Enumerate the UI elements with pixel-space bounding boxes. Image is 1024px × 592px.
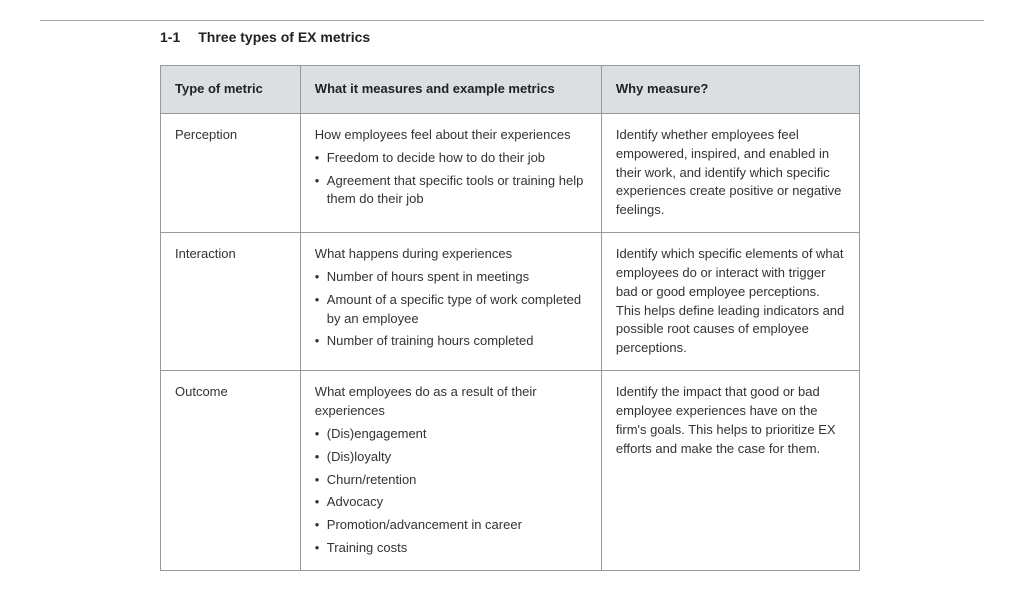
what-bullet-list: (Dis)engagement (Dis)loyalty Churn/retenti…	[315, 425, 587, 558]
list-item: Advocacy	[315, 493, 587, 512]
cell-what: What employees do as a result of their e…	[300, 371, 601, 571]
table-container: Type of metric What it measures and exam…	[0, 65, 860, 571]
cell-what: What happens during experiences Number of…	[300, 233, 601, 371]
list-item: Amount of a specific type of work comple…	[315, 291, 587, 329]
cell-type: Outcome	[161, 371, 301, 571]
cell-why: Identify whether employees feel empowere…	[601, 113, 859, 232]
col-header-why: Why measure?	[601, 66, 859, 114]
metrics-table: Type of metric What it measures and exam…	[160, 65, 860, 571]
table-row: InteractionWhat happens during experienc…	[161, 233, 860, 371]
cell-why: Identify which specific elements of what…	[601, 233, 859, 371]
table-row: Perception How employees feel about their…	[161, 113, 860, 232]
list-item: Promotion/advancement in career	[315, 516, 587, 535]
col-header-type: Type of metric	[161, 66, 301, 114]
list-item: Freedom to decide how to do their job	[315, 149, 587, 168]
figure-title: 1-1 Three types of EX metrics	[0, 29, 1024, 65]
table-row: Outcome What employees do as a result of …	[161, 371, 860, 571]
cell-type: Perception	[161, 113, 301, 232]
figure-number: 1-1	[160, 29, 180, 45]
top-rule	[40, 20, 984, 21]
what-lead-text: What employees do as a result of their e…	[315, 383, 587, 421]
list-item: Training costs	[315, 539, 587, 558]
list-item: (Dis)engagement	[315, 425, 587, 444]
col-header-what: What it measures and example metrics	[300, 66, 601, 114]
cell-why: Identify the impact that good or bad emp…	[601, 371, 859, 571]
what-lead-text: What happens during experiences	[315, 245, 587, 264]
list-item: Number of training hours completed	[315, 332, 587, 351]
cell-type: Interaction	[161, 233, 301, 371]
list-item: Churn/retention	[315, 471, 587, 490]
what-lead-text: How employees feel about their experienc…	[315, 126, 587, 145]
what-bullet-list: Freedom to decide how to do their job Agr…	[315, 149, 587, 210]
list-item: (Dis)loyalty	[315, 448, 587, 467]
list-item: Number of hours spent in meetings	[315, 268, 587, 287]
cell-what: How employees feel about their experienc…	[300, 113, 601, 232]
table-header-row: Type of metric What it measures and exam…	[161, 66, 860, 114]
figure-title-text: Three types of EX metrics	[198, 29, 370, 45]
what-bullet-list: Number of hours spent in meetings Amount …	[315, 268, 587, 351]
list-item: Agreement that specific tools or trainin…	[315, 172, 587, 210]
